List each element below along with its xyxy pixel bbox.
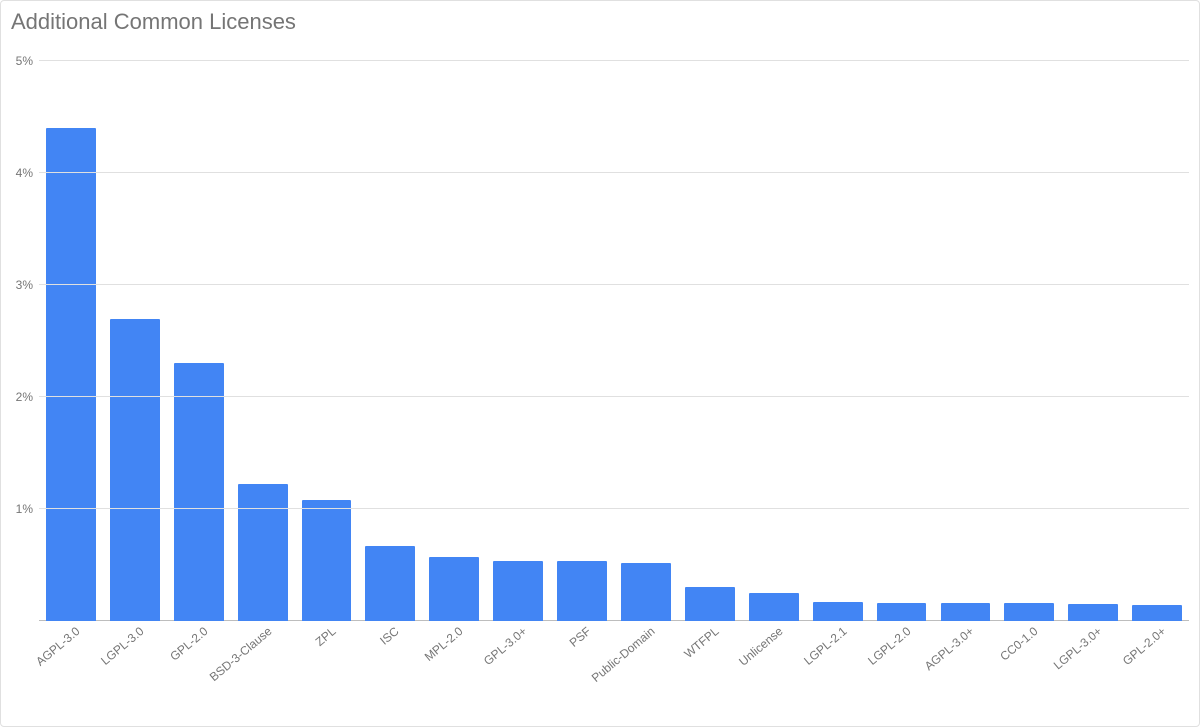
bar-slot: Public-Domain — [614, 61, 678, 621]
chart-title: Additional Common Licenses — [11, 9, 296, 35]
x-axis-label: WTFPL — [681, 624, 721, 661]
x-axis-label: GPL-3.0+ — [481, 624, 530, 668]
bar-slot: GPL-2.0 — [167, 61, 231, 621]
y-axis-label: 3% — [16, 278, 33, 292]
x-axis-label: LGPL-3.0+ — [1051, 624, 1105, 672]
bar — [1004, 603, 1054, 621]
x-axis-label: GPL-2.0+ — [1120, 624, 1169, 668]
x-axis-label: Unlicense — [736, 624, 785, 669]
bar — [1132, 605, 1182, 621]
y-axis-label: 5% — [16, 54, 33, 68]
bar-slot: WTFPL — [678, 61, 742, 621]
gridline: 3% — [39, 284, 1189, 285]
bar-slot: LGPL-2.1 — [806, 61, 870, 621]
bar — [685, 587, 735, 621]
x-axis-label: LGPL-2.1 — [801, 624, 849, 668]
x-axis-label: GPL-2.0 — [167, 624, 210, 663]
bar-slot: GPL-2.0+ — [1125, 61, 1189, 621]
bar-slot: Unlicense — [742, 61, 806, 621]
bar-slot: LGPL-3.0+ — [1061, 61, 1125, 621]
bar-slot: LGPL-3.0 — [103, 61, 167, 621]
bar-slot: AGPL-3.0 — [39, 61, 103, 621]
bar — [877, 603, 927, 621]
bar — [110, 319, 160, 621]
x-axis-label: PSF — [567, 624, 594, 650]
bar — [429, 557, 479, 621]
plot-area: AGPL-3.0LGPL-3.0GPL-2.0BSD-3-ClauseZPLIS… — [39, 61, 1189, 621]
bar-slot: MPL-2.0 — [422, 61, 486, 621]
y-axis-label: 1% — [16, 502, 33, 516]
y-axis-label: 2% — [16, 390, 33, 404]
x-axis-label: AGPL-3.0 — [33, 624, 82, 669]
bar-slot: LGPL-2.0 — [870, 61, 934, 621]
x-axis-label: CC0-1.0 — [998, 624, 1041, 663]
gridline: 4% — [39, 172, 1189, 173]
bar-slot: CC0-1.0 — [997, 61, 1061, 621]
bar-slot: AGPL-3.0+ — [933, 61, 997, 621]
x-axis-label: LGPL-2.0 — [865, 624, 913, 668]
bar — [749, 593, 799, 621]
bar — [174, 363, 224, 621]
bar — [302, 500, 352, 621]
bar-slot: ISC — [358, 61, 422, 621]
bar-slot: ZPL — [295, 61, 359, 621]
bar — [813, 602, 863, 621]
gridline: 1% — [39, 508, 1189, 509]
x-axis-label: BSD-3-Clause — [206, 624, 274, 684]
x-axis-label: Public-Domain — [589, 624, 658, 685]
bar — [365, 546, 415, 621]
bar — [493, 561, 543, 621]
bar — [557, 561, 607, 621]
bar — [1068, 604, 1118, 621]
x-axis-label: ISC — [378, 624, 402, 648]
x-axis-label: LGPL-3.0 — [98, 624, 146, 668]
x-axis-label: ZPL — [312, 624, 338, 649]
license-bar-chart: Additional Common Licenses AGPL-3.0LGPL-… — [0, 0, 1200, 727]
x-axis-label: AGPL-3.0+ — [922, 624, 977, 673]
bar — [238, 484, 288, 621]
bar — [941, 603, 991, 621]
bar — [621, 563, 671, 621]
y-axis-label: 4% — [16, 166, 33, 180]
bar-slot: PSF — [550, 61, 614, 621]
bars-container: AGPL-3.0LGPL-3.0GPL-2.0BSD-3-ClauseZPLIS… — [39, 61, 1189, 621]
gridline: 5% — [39, 60, 1189, 61]
bar-slot: BSD-3-Clause — [231, 61, 295, 621]
x-axis-label: MPL-2.0 — [422, 624, 466, 664]
gridline: 2% — [39, 396, 1189, 397]
bar — [46, 128, 96, 621]
bar-slot: GPL-3.0+ — [486, 61, 550, 621]
